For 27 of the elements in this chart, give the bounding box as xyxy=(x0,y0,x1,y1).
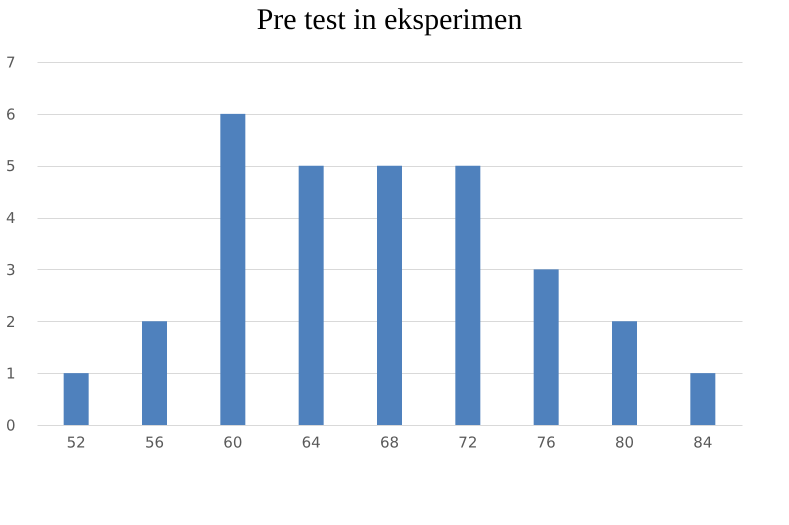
x-tick-label: 76 xyxy=(536,434,556,452)
chart-title: Pre test in eksperimen xyxy=(256,3,522,36)
bar xyxy=(455,166,480,425)
x-tick-label: 80 xyxy=(614,434,634,452)
y-tick-label: 3 xyxy=(6,260,16,279)
y-tick-label: 4 xyxy=(6,209,16,228)
bar xyxy=(534,269,559,425)
y-tick-label: 5 xyxy=(6,157,16,176)
x-tick-label: 84 xyxy=(693,434,712,452)
bar xyxy=(612,321,637,425)
x-tick-label: 60 xyxy=(223,434,242,452)
bar xyxy=(298,166,324,425)
bar xyxy=(64,373,89,425)
bar xyxy=(690,373,716,425)
x-tick-label: 68 xyxy=(380,434,400,452)
bar xyxy=(220,114,246,425)
y-tick-label: 1 xyxy=(6,364,16,383)
y-tick-label: 0 xyxy=(6,416,16,434)
y-tick-label: 7 xyxy=(6,54,16,72)
bar xyxy=(142,321,167,425)
x-tick-label: 56 xyxy=(144,434,164,452)
y-tick-label: 2 xyxy=(6,312,16,331)
y-tick-label: 6 xyxy=(6,105,16,124)
bar xyxy=(377,166,402,425)
x-tick-label: 52 xyxy=(66,434,86,452)
x-tick-label: 72 xyxy=(458,434,478,452)
x-tick-label: 64 xyxy=(302,434,321,452)
